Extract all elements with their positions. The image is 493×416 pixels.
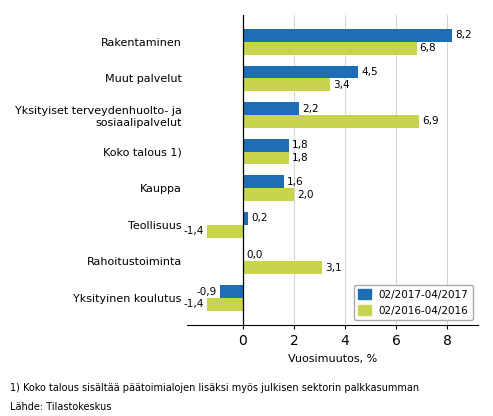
Text: 0,0: 0,0: [246, 250, 262, 260]
Bar: [243, 139, 289, 152]
Bar: [243, 176, 284, 188]
Text: 1,6: 1,6: [287, 177, 304, 187]
Bar: [243, 262, 322, 274]
Bar: [243, 152, 289, 164]
Text: 1) Koko talous sisältää päätoimialojen lisäksi myös julkisen sektorin palkkasumm: 1) Koko talous sisältää päätoimialojen l…: [10, 383, 419, 393]
Text: 3,1: 3,1: [325, 263, 342, 273]
Bar: [207, 298, 243, 311]
Text: -1,4: -1,4: [184, 300, 204, 310]
Text: -1,4: -1,4: [184, 226, 204, 236]
Bar: [243, 66, 358, 79]
Bar: [243, 188, 294, 201]
Text: 2,2: 2,2: [302, 104, 319, 114]
Bar: [243, 79, 330, 91]
Text: 8,2: 8,2: [456, 30, 472, 40]
Text: 0,2: 0,2: [251, 213, 268, 223]
Bar: [207, 225, 243, 238]
Text: 2,0: 2,0: [297, 190, 314, 200]
Bar: [243, 42, 417, 55]
Text: 4,5: 4,5: [361, 67, 378, 77]
X-axis label: Vuosimuutos, %: Vuosimuutos, %: [288, 354, 377, 364]
Bar: [243, 29, 453, 42]
Text: 1,8: 1,8: [292, 153, 309, 163]
Text: -0,9: -0,9: [197, 287, 217, 297]
Legend: 02/2017-04/2017, 02/2016-04/2016: 02/2017-04/2017, 02/2016-04/2016: [354, 285, 473, 320]
Bar: [243, 212, 248, 225]
Text: 3,4: 3,4: [333, 80, 350, 90]
Text: 1,8: 1,8: [292, 140, 309, 150]
Text: 6,9: 6,9: [423, 116, 439, 126]
Bar: [220, 285, 243, 298]
Text: Lähde: Tilastokeskus: Lähde: Tilastokeskus: [10, 402, 111, 412]
Bar: [243, 102, 299, 115]
Text: 6,8: 6,8: [420, 43, 436, 53]
Bar: [243, 115, 419, 128]
